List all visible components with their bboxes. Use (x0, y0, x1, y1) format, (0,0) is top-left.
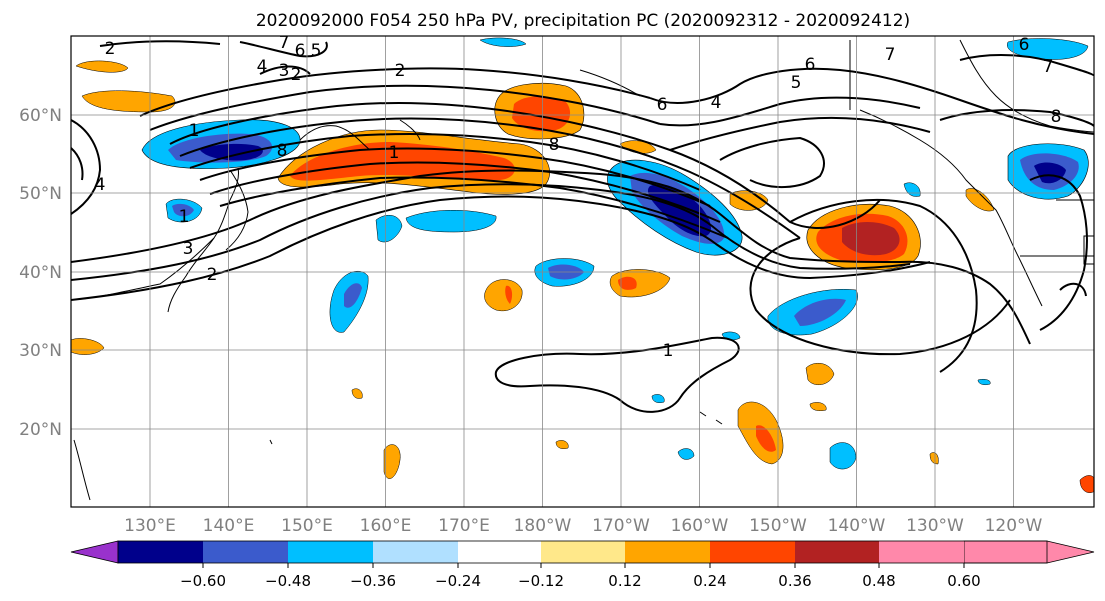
lat-label: 30°N (19, 341, 62, 361)
lon-label: 130°E (124, 516, 176, 536)
contour-label: 4 (711, 93, 722, 113)
colorbar-tick-label: −0.48 (265, 572, 311, 590)
contour-label: 3 (183, 239, 194, 259)
lon-label: 170°W (592, 516, 650, 536)
contour-label: 2 (395, 61, 406, 81)
lon-label: 160°W (671, 516, 729, 536)
contour-label: 2 (105, 39, 116, 59)
contour-label: 6 (657, 95, 668, 115)
colorbar-segment (288, 541, 373, 563)
contour-label: 1 (189, 121, 200, 141)
colorbar-ticks (202, 563, 965, 568)
contour-labels: 2 2 2 2 3 3 4 4 5 6 6 7 1 1 1 8 8 6 5 4 … (95, 33, 1062, 361)
colorbar-segment (373, 541, 458, 563)
lat-label: 40°N (19, 263, 62, 283)
colorbar-tick-label: −0.12 (518, 572, 564, 590)
lon-label: 170°E (438, 516, 490, 536)
contour-label: 6 (805, 55, 816, 75)
colorbar-segment (541, 541, 625, 563)
lat-label: 50°N (19, 184, 62, 204)
colorbar-tick-label: 0.60 (947, 572, 980, 590)
lon-label: 140°E (203, 516, 255, 536)
lat-label: 20°N (19, 420, 62, 440)
lon-label: 140°W (828, 516, 886, 536)
contour-label: 2 (207, 265, 218, 285)
colorbar-tick-label: −0.24 (435, 572, 481, 590)
contour-label: 5 (311, 41, 322, 61)
contour-label: 4 (257, 57, 268, 77)
contour-label: 6 (1019, 35, 1030, 55)
colorbar-tick-label: 0.24 (693, 572, 726, 590)
colorbar-tick-labels: −0.60 −0.48 −0.36 −0.24 −0.12 0.12 0.24 … (180, 572, 981, 590)
latitude-labels: 60°N 50°N 40°N 30°N 20°N (19, 106, 62, 440)
graticule (71, 36, 1094, 507)
colorbar-segment (625, 541, 710, 563)
colorbar-segment (458, 541, 541, 563)
colorbar-segment (710, 541, 795, 563)
contour-label: 1 (663, 341, 674, 361)
contour-label: 8 (277, 141, 288, 161)
lon-label: 160°E (360, 516, 412, 536)
map-frame (70, 35, 1095, 508)
colorbar-tick-label: −0.60 (180, 572, 226, 590)
contour-label: 4 (95, 175, 106, 195)
contour-label: 8 (1051, 107, 1062, 127)
colorbar: −0.60 −0.48 −0.36 −0.24 −0.12 0.12 0.24 … (70, 540, 1095, 590)
longitude-labels: 130°E 140°E 150°E 160°E 170°E 180°W 170°… (124, 516, 1042, 536)
contour-label: 7 (1043, 57, 1054, 77)
contour-label: 2 (291, 65, 302, 85)
colorbar-tick-label: 0.36 (778, 572, 811, 590)
lon-label: 120°W (985, 516, 1043, 536)
colorbar-tick-label: 0.12 (608, 572, 641, 590)
colorbar-tick-label: −0.36 (350, 572, 396, 590)
contour-label: 5 (791, 73, 802, 93)
colorbar-segment (203, 541, 288, 563)
colorbar-extend-right (963, 540, 1095, 564)
contour-label: 8 (549, 135, 560, 155)
colorbar-segment (795, 541, 879, 563)
contour-label: 3 (279, 61, 290, 81)
contour-label: 1 (179, 207, 190, 227)
contour-label: 7 (885, 45, 896, 65)
contour-label: 1 (389, 143, 400, 163)
precip-anomaly-fields (71, 37, 1094, 493)
colorbar-outline (117, 540, 1048, 564)
contour-label: 6 (295, 41, 306, 61)
colorbar-tick-label: 0.48 (862, 572, 895, 590)
lon-label: 150°W (749, 516, 807, 536)
lon-label: 130°W (906, 516, 964, 536)
colorbar-segment (879, 541, 964, 563)
map-title: 2020092000 F054 250 hPa PV, precipitatio… (256, 11, 910, 31)
colorbar-extend-left (70, 540, 119, 564)
contour-label: 7 (279, 33, 290, 53)
lon-label: 180°W (514, 516, 572, 536)
pv-contours (71, 40, 1094, 413)
lon-label: 150°E (281, 516, 333, 536)
lat-label: 60°N (19, 106, 62, 126)
colorbar-segment (118, 541, 203, 563)
